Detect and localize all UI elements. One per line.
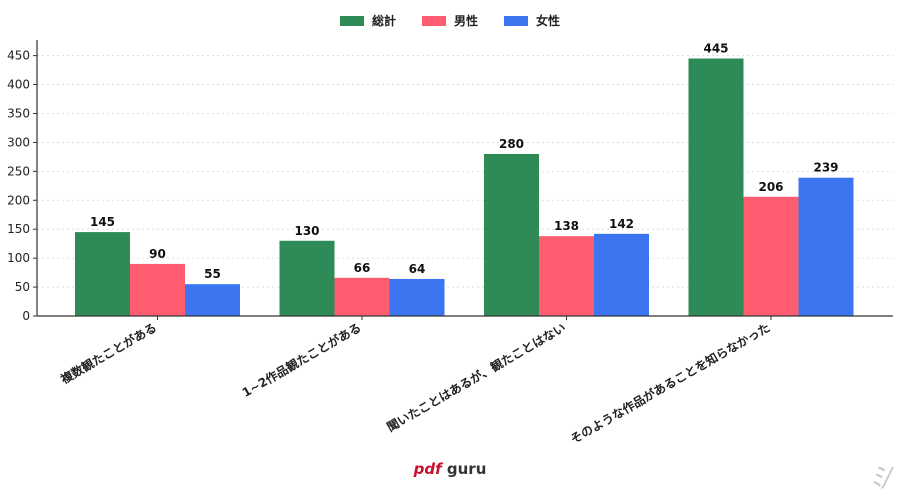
data-label: 142 [609,217,634,231]
legend-label-male: 男性 [453,14,478,28]
y-tick-label: 100 [7,251,30,265]
y-tick-label: 150 [7,222,30,236]
data-label: 145 [90,215,115,229]
x-tick-label: 聞いたことはあるが、観たことはない [384,320,568,435]
y-tick-label: 450 [7,49,30,63]
bar-total [688,58,744,317]
legend-swatch-total [339,15,364,26]
brand-pdf-text: pdf [413,460,442,478]
data-label: 90 [149,247,166,261]
y-tick-label: 350 [7,106,30,120]
data-label: 445 [703,42,728,56]
y-tick-label: 300 [7,135,30,149]
watermark-logo: ﾐ/ [870,463,892,493]
data-label: 64 [409,262,426,276]
x-tick-label: 複数観たことがある [57,320,159,387]
data-label: 280 [499,137,524,151]
y-tick-label: 250 [7,164,30,178]
bar-male [539,236,594,316]
bar-total [279,240,335,316]
data-label: 66 [354,261,371,275]
bar-total [484,153,539,316]
bar-male [334,277,390,316]
data-label: 138 [554,219,579,233]
legend-swatch-female [504,15,528,26]
y-tick-label: 200 [7,193,30,207]
legend: 総計 男性 女性 [0,12,900,29]
x-tick-label: 1~2作品観たことがある [239,320,363,400]
bar-female [594,233,649,316]
y-tick-label: 0 [22,309,30,323]
legend-swatch-male [421,15,446,26]
bar-female [389,278,445,316]
data-label: 130 [294,224,319,238]
legend-label-total: 総計 [371,14,396,28]
y-tick-label: 50 [15,280,30,294]
y-tick-label: 400 [7,78,30,92]
bar-male [130,263,185,316]
data-label: 55 [204,267,221,281]
bar-female [798,177,854,316]
data-label: 206 [758,180,783,194]
bar-female [185,284,240,316]
x-tick-label: そのような作品があることを知らなかった [568,320,773,447]
brand-guru-text: guru [446,460,487,478]
legend-item-female: 女性 [504,12,560,29]
bar-total [75,232,130,316]
legend-item-total: 総計 [339,12,396,29]
data-label: 239 [813,161,838,175]
legend-item-male: 男性 [421,12,478,29]
brand-logo: pdf guru [0,460,900,478]
legend-label-female: 女性 [536,14,561,28]
bar-male [743,196,799,316]
